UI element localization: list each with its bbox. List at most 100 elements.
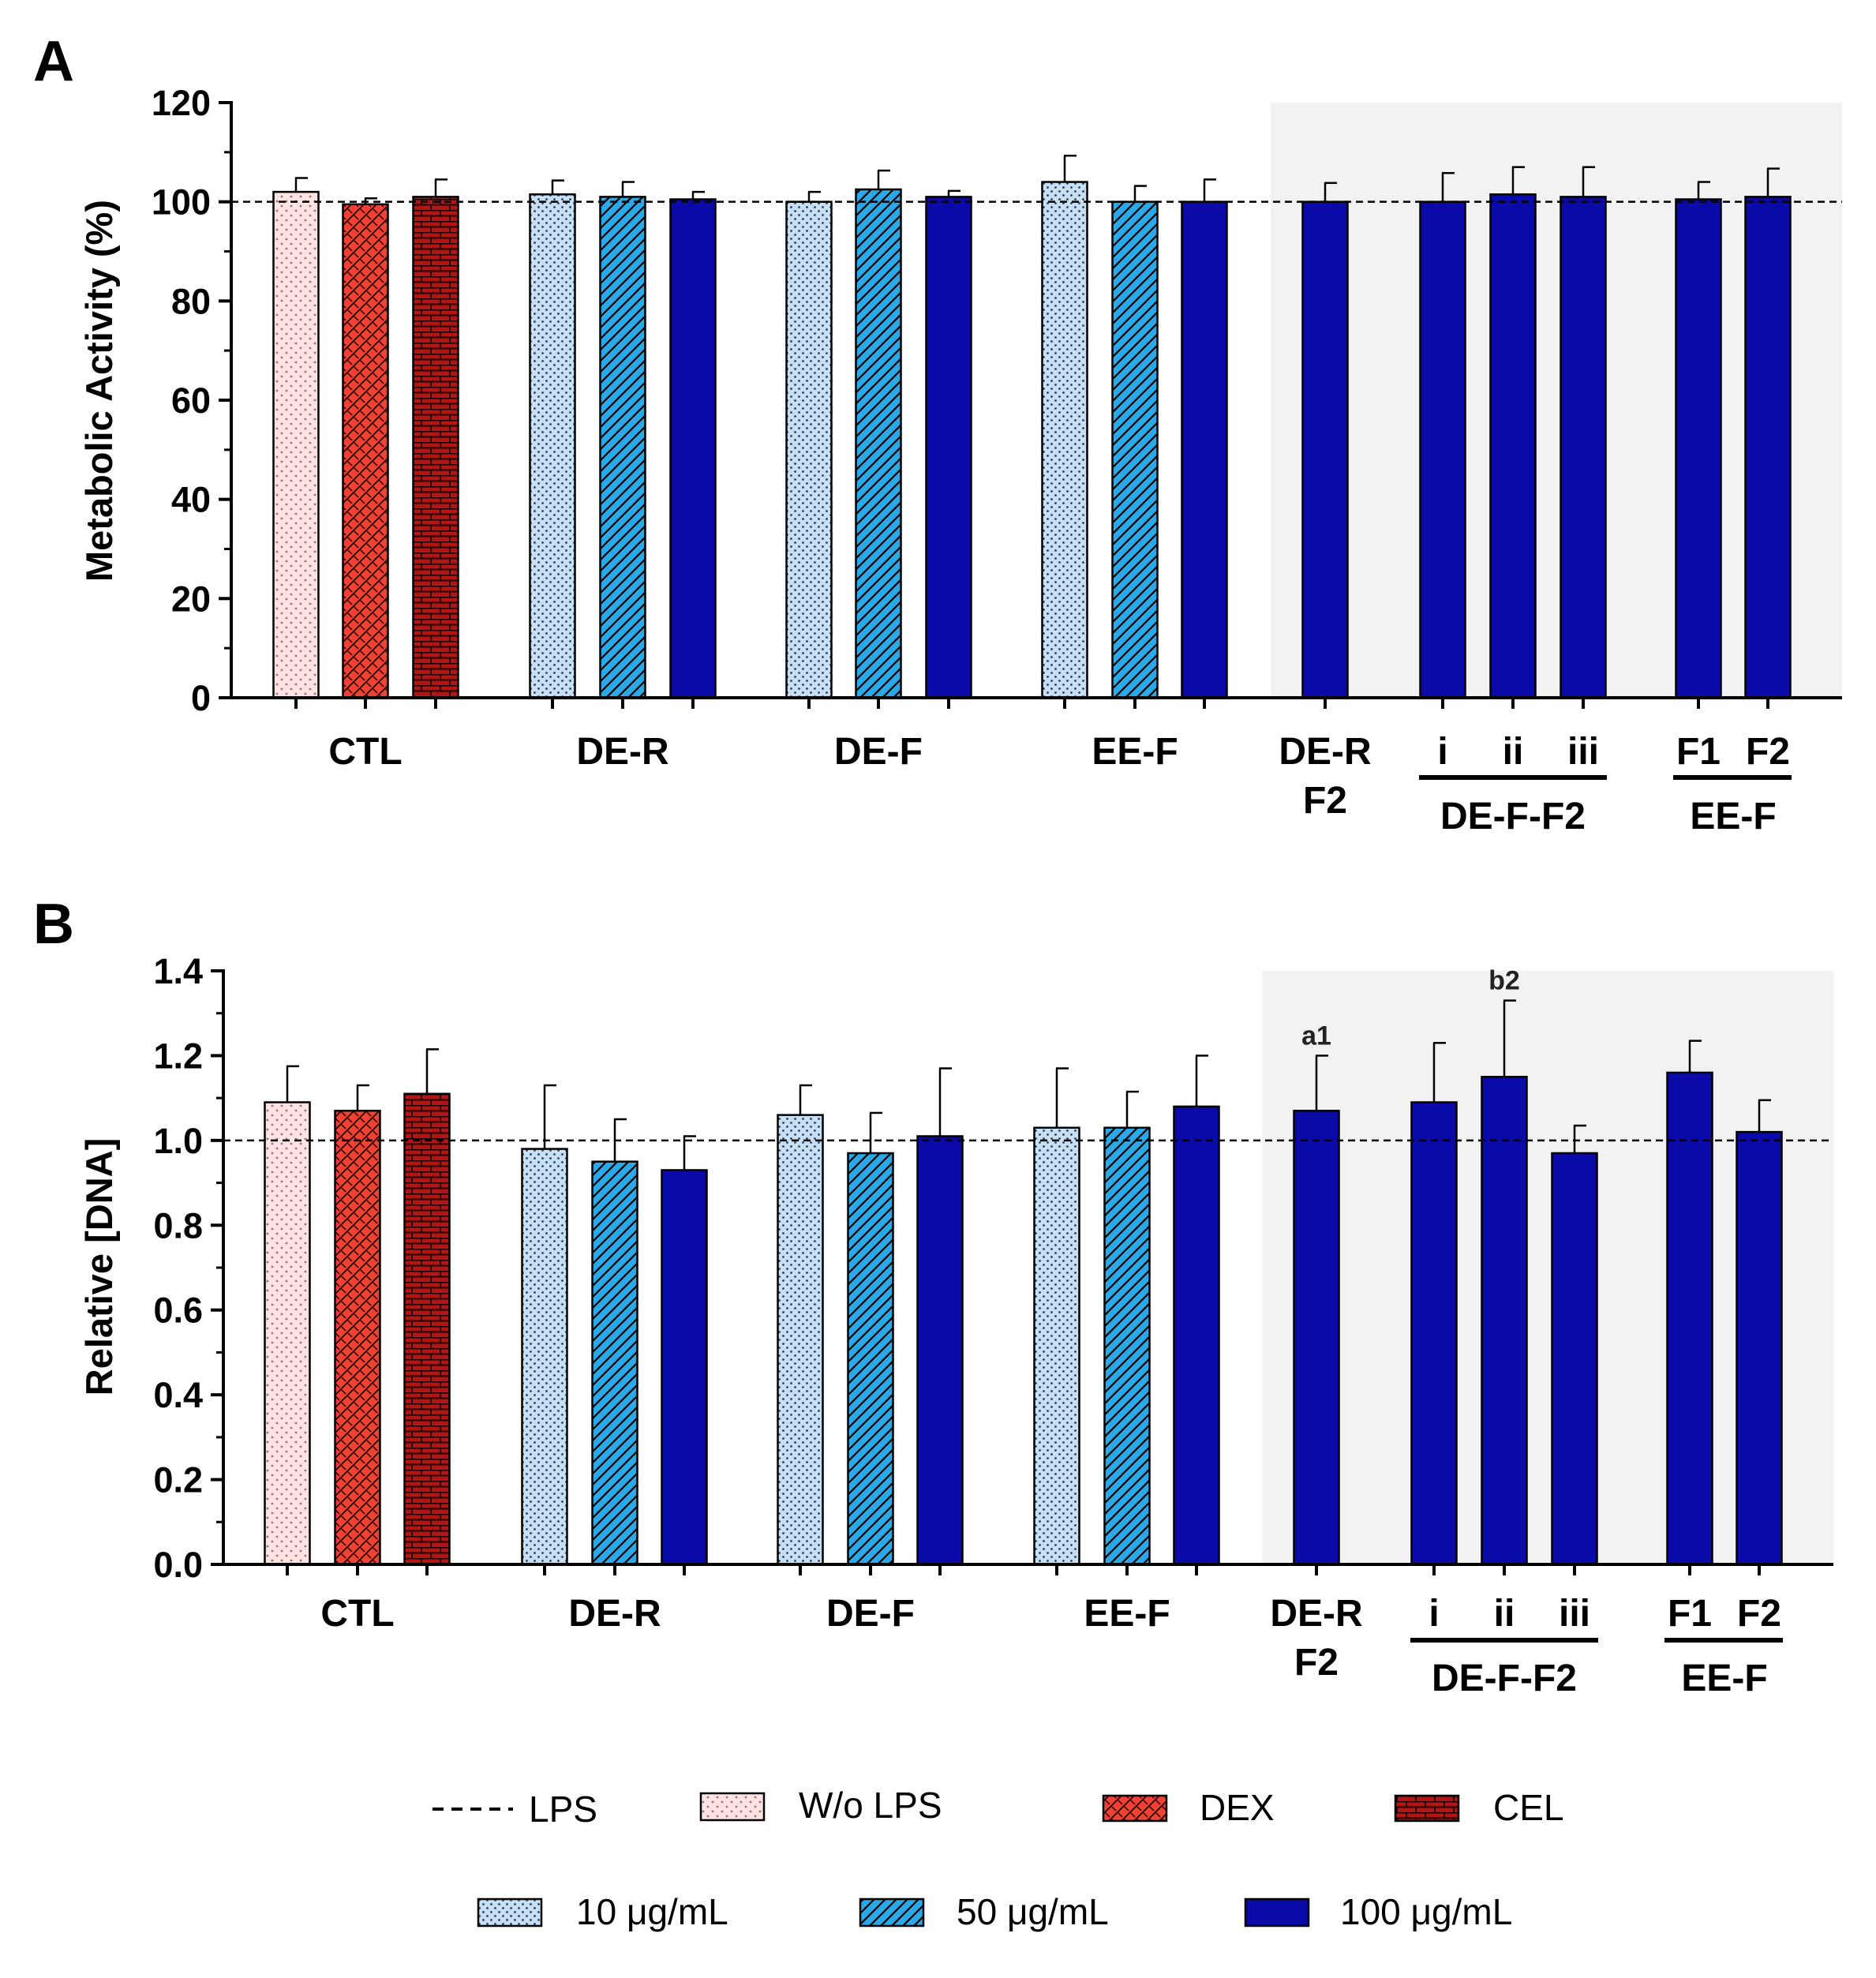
panel-a-chart: 0 20 40 60 80 100 120 Metabolic Activity (%) (78, 83, 1842, 718)
panel-a-bar-6 (669, 198, 717, 699)
panel-b-annotation-a1: a1 (1301, 1021, 1331, 1051)
panel-b-annotations: a1 b2 (1301, 966, 1520, 1051)
panel-a-bar-11 (1111, 200, 1159, 699)
panel-a-bar-14 (1419, 200, 1466, 699)
panel-b-letter: B (33, 893, 74, 956)
legend-10-swatch (477, 1897, 543, 1927)
panel-b-bar-12 (1173, 1105, 1220, 1566)
panel-a-y-tick-label-3: 60 (171, 380, 211, 421)
panel-b-label-f1: F1 (1668, 1593, 1712, 1635)
legend-item-100: 100 μg/mL (1244, 1891, 1512, 1932)
panel-a-label-iii: iii (1567, 731, 1599, 773)
panel-b-bar-15 (1481, 1076, 1528, 1566)
legend-lps-label: LPS (529, 1789, 597, 1830)
panel-b-y-axis: 0.0 0.2 0.4 0.6 0.8 1.0 1.2 1.4 (153, 951, 1833, 1585)
panel-a-bar-17 (1675, 198, 1722, 699)
panel-b-bar-3 (403, 1092, 451, 1566)
panel-a-label-ii: ii (1503, 731, 1524, 773)
panel-b-bar-16 (1551, 1152, 1598, 1566)
panel-a-y-tick-label-5: 100 (152, 182, 211, 223)
panel-b-y-tick-label-1: 0.2 (153, 1460, 203, 1500)
legend-wo-lps-swatch (699, 1792, 766, 1822)
panel-b-bars (264, 999, 1783, 1566)
panel-a-y-tick-label-6: 120 (152, 83, 211, 123)
legend-wo-lps-label: W/o LPS (799, 1785, 942, 1826)
panel-a-label-de-r: DE-R (576, 731, 668, 773)
panel-b-y-tick-label-7: 1.4 (153, 951, 203, 991)
panel-b-bar-13 (1293, 1110, 1340, 1566)
legend-10-label: 10 μg/mL (576, 1891, 728, 1932)
panel-a-bar-10 (1041, 181, 1088, 699)
panel-a-bar-13 (1301, 200, 1349, 699)
panel-b-label-ee-f: EE-F (1084, 1593, 1170, 1635)
panel-b-bar-9 (916, 1135, 964, 1566)
legend-100-label: 100 μg/mL (1340, 1891, 1512, 1932)
panel-b-label-ctl: CTL (320, 1593, 394, 1635)
panel-b-label-de-f-f2: DE-F-F2 (1432, 1658, 1577, 1699)
legend-item-10: 10 μg/mL (477, 1891, 728, 1932)
panel-b-label-iii: iii (1559, 1593, 1590, 1635)
panel-a-bar-16 (1560, 196, 1607, 699)
panel-b-bar-17 (1666, 1071, 1713, 1566)
panel-b-bar-6 (661, 1169, 708, 1566)
panel-a-bar-15 (1489, 193, 1537, 699)
panel-a-bar-8 (855, 188, 902, 699)
legend-item-wo-lps: W/o LPS (699, 1785, 942, 1826)
panel-a-y-tick-label-1: 20 (171, 579, 211, 619)
panel-b-chart: 0.0 0.2 0.4 0.6 0.8 1.0 1.2 1.4 a1 b2 Relative [… (78, 951, 1833, 1585)
panel-a-x-labels: CTL DE-R DE-F EE-F DE-R F2 i ii iii DE-F… (328, 731, 1792, 837)
panel-b-x-labels: CTL DE-R DE-F EE-F DE-R F2 i ii iii DE-F… (320, 1593, 1783, 1699)
legend-50-swatch (859, 1897, 925, 1927)
panel-b-y-tick-label-3: 0.6 (153, 1291, 203, 1331)
panel-a-label-ctl: CTL (328, 731, 402, 773)
panel-a-y-axis: 0 20 40 60 80 100 120 (152, 83, 1842, 718)
panel-a-bar-4 (529, 193, 576, 699)
panel-b-y-tick-label-6: 1.2 (153, 1036, 203, 1076)
legend-item-cel: CEL (1394, 1787, 1563, 1828)
panel-a-letter: A (33, 30, 74, 93)
legend-item-dex: DEX (1102, 1787, 1275, 1828)
panel-b-label-ii: ii (1494, 1593, 1515, 1635)
panel-b-label-de-r-f2-line1: DE-R (1270, 1593, 1362, 1635)
panel-b-y-tick-label-4: 0.8 (153, 1205, 203, 1246)
panel-b-label-de-r: DE-R (568, 1593, 661, 1635)
panel-b-bar-5 (591, 1160, 638, 1566)
panel-a-label-ee-f-sub: EE-F (1690, 796, 1776, 837)
panel-b-annotation-b2: b2 (1488, 966, 1520, 996)
panel-a-label-de-r-f2-line1: DE-R (1279, 731, 1371, 773)
panel-b-bar-14 (1410, 1101, 1458, 1566)
legend-50-label: 50 μg/mL (957, 1891, 1109, 1932)
legend-dex-swatch (1102, 1794, 1168, 1823)
panel-a-y-tick-label-0: 0 (191, 678, 211, 718)
panel-a-label-de-r-f2-line2: F2 (1303, 780, 1347, 822)
panel-a-y-tick-label-4: 80 (171, 281, 211, 321)
panel-b-bar-8 (847, 1152, 894, 1566)
panel-a-bars (272, 154, 1792, 699)
legend-item-50: 50 μg/mL (859, 1891, 1109, 1932)
panel-a-y-axis-label: Metabolic Activity (%) (78, 200, 120, 582)
panel-b-bar-1 (264, 1101, 311, 1566)
legend-dex-label: DEX (1200, 1787, 1275, 1828)
panel-a-label-ee-f: EE-F (1092, 731, 1178, 773)
panel-a-bar-5 (599, 196, 646, 699)
panel-a-bar-2 (342, 203, 389, 699)
panel-b-y-tick-label-2: 0.4 (153, 1375, 203, 1415)
panel-b-label-de-f: DE-F (826, 1593, 915, 1635)
panel-b-bar-2 (334, 1110, 381, 1566)
panel-b-label-f2: F2 (1737, 1593, 1781, 1635)
panel-b-y-tick-label-0: 0.0 (153, 1545, 203, 1585)
panel-a-bar-12 (1181, 200, 1228, 699)
panel-a-bar-9 (925, 196, 972, 699)
panel-a-label-de-f: DE-F (834, 731, 923, 773)
panel-a-bar-18 (1744, 196, 1792, 699)
panel-b-bar-10 (1033, 1126, 1080, 1566)
panel-a-label-de-f-f2: DE-F-F2 (1440, 796, 1586, 837)
legend-cel-label: CEL (1493, 1787, 1563, 1828)
panel-b-bar-4 (521, 1148, 568, 1566)
panel-a-label-f1: F1 (1676, 731, 1721, 773)
panel-b-bar-18 (1736, 1130, 1783, 1566)
panel-b-y-tick-label-5: 1.0 (153, 1121, 203, 1161)
panel-b-y-axis-label: Relative [DNA] (78, 1138, 120, 1395)
panel-b-label-ee-f-sub: EE-F (1681, 1658, 1767, 1699)
